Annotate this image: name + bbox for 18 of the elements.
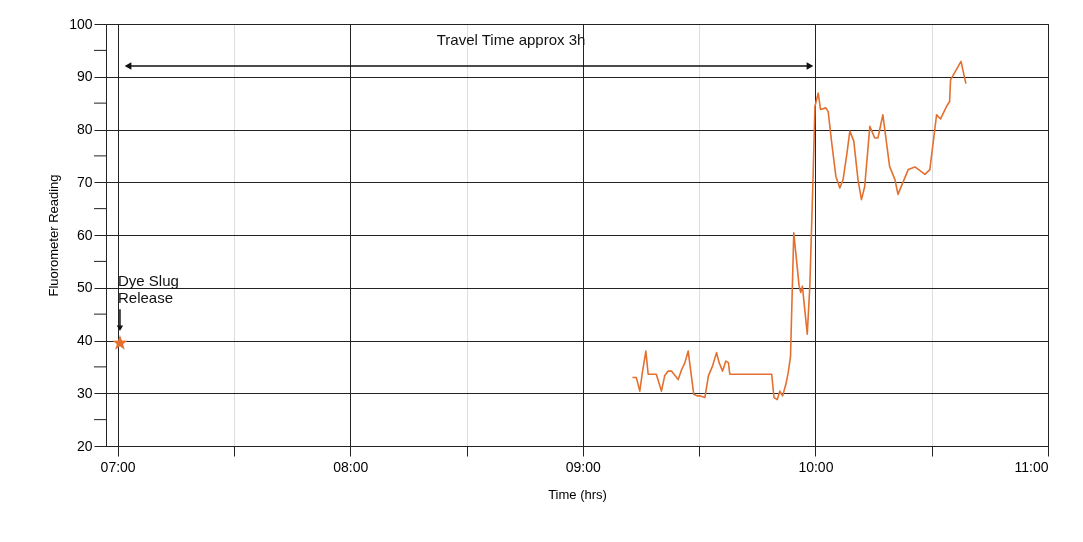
y-tick-label: 20 (76, 437, 93, 454)
x-tick-label: 07:00 (100, 458, 136, 475)
y-tick-label: 70 (76, 173, 93, 190)
x-tick-label: 11:00 (1014, 458, 1049, 475)
x-tick-label: 10:00 (798, 458, 834, 475)
y-tick-label: 30 (76, 384, 93, 401)
line-series (631, 60, 967, 401)
y-axis-title: Fluorometer Reading (46, 174, 62, 297)
annotation: Dye Slug Release (117, 272, 179, 307)
y-tick-label: 100 (69, 15, 93, 32)
y-tick-label: 80 (76, 121, 93, 137)
y-tick-label: 90 (76, 68, 93, 85)
x-axis-title: Time (hrs) (548, 486, 607, 502)
y-tick-label: 60 (76, 226, 93, 243)
x-tick-label: 09:00 (565, 458, 602, 475)
y-tick-label: 50 (76, 279, 93, 296)
y-tick-label: 40 (76, 332, 93, 348)
x-tick-label: 08:00 (333, 458, 369, 475)
